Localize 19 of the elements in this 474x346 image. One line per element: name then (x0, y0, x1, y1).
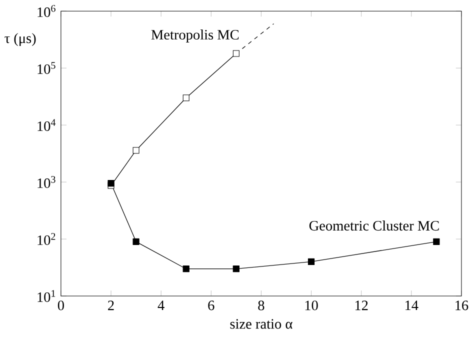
y-tick-label: 10$^{5}$ (38, 62, 56, 74)
x-tick-label: 10 (305, 300, 318, 310)
x-tick-label: 6 (208, 300, 214, 310)
series-label: Metropolis MC (151, 30, 239, 43)
x-tick-label: 4 (158, 300, 164, 310)
y-tick-label: 10$^{2}$ (38, 233, 56, 246)
x-tick-label: 16 (456, 300, 468, 310)
x-axis-title: size ratio α (230, 319, 292, 329)
x-tick-label: 2 (108, 300, 114, 310)
series-label: Geometric Cluster MC (309, 220, 439, 231)
x-tick-label: 8 (258, 300, 264, 310)
y-tick-label: 10$^{1}$ (38, 290, 56, 302)
y-tick-label: 10$^{6}$ (38, 5, 56, 18)
y-tick-label: 10$^{3}$ (38, 176, 56, 188)
x-tick-label: 0 (58, 300, 64, 310)
y-tick-label: 10$^{4}$ (38, 119, 56, 132)
x-tick-label: 14 (406, 300, 418, 310)
y-axis-title: τ (μs) (4, 33, 36, 46)
x-tick-label: 12 (355, 300, 368, 310)
